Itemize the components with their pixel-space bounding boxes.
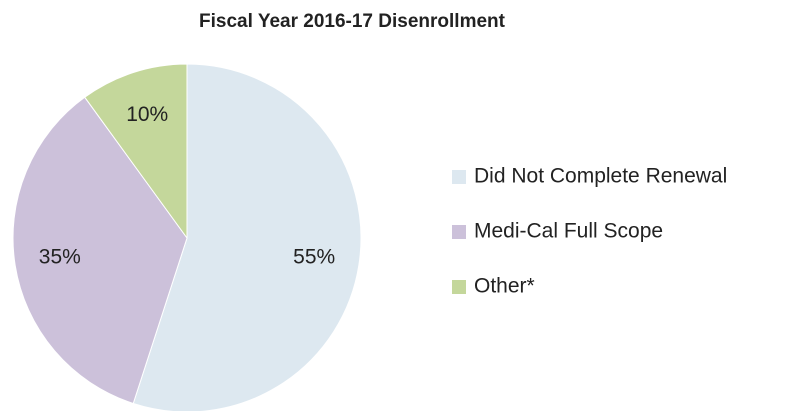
legend-label: Other*	[474, 275, 535, 298]
legend-swatch	[452, 170, 466, 184]
legend-swatch	[452, 280, 466, 294]
chart-title: Fiscal Year 2016-17 Disenrollment	[199, 11, 506, 32]
value-label: 10%	[126, 103, 168, 126]
legend-swatch	[452, 225, 466, 239]
legend-label: Did Not Complete Renewal	[474, 165, 727, 188]
value-label: 35%	[39, 246, 81, 269]
pie-slice	[84, 63, 188, 240]
legend-label: Medi-Cal Full Scope	[474, 220, 663, 243]
pie-slice	[132, 63, 362, 411]
value-label: 55%	[293, 246, 335, 269]
pie-slice	[12, 96, 188, 405]
